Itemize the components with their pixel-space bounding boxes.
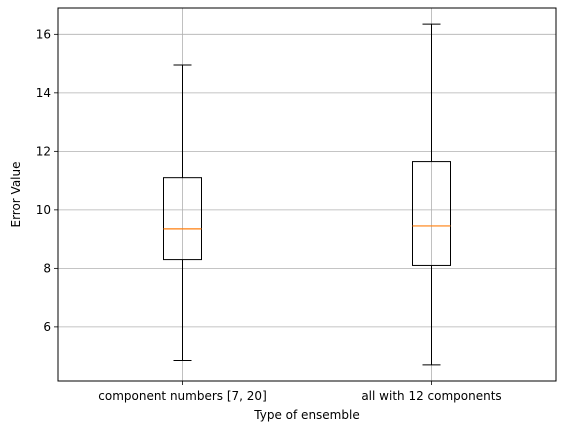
x-axis-label: Type of ensemble (253, 408, 359, 422)
x-tick-label: all with 12 components (361, 389, 501, 403)
y-tick-label: 14 (36, 86, 51, 100)
y-axis-label: Error Value (9, 161, 23, 227)
y-tick-label: 10 (36, 203, 51, 217)
y-tick-label: 16 (36, 27, 51, 41)
y-tick-label: 6 (43, 320, 51, 334)
y-tick-label: 12 (36, 144, 51, 158)
x-tick-label: component numbers [7, 20] (98, 389, 267, 403)
y-tick-label: 8 (43, 261, 51, 275)
